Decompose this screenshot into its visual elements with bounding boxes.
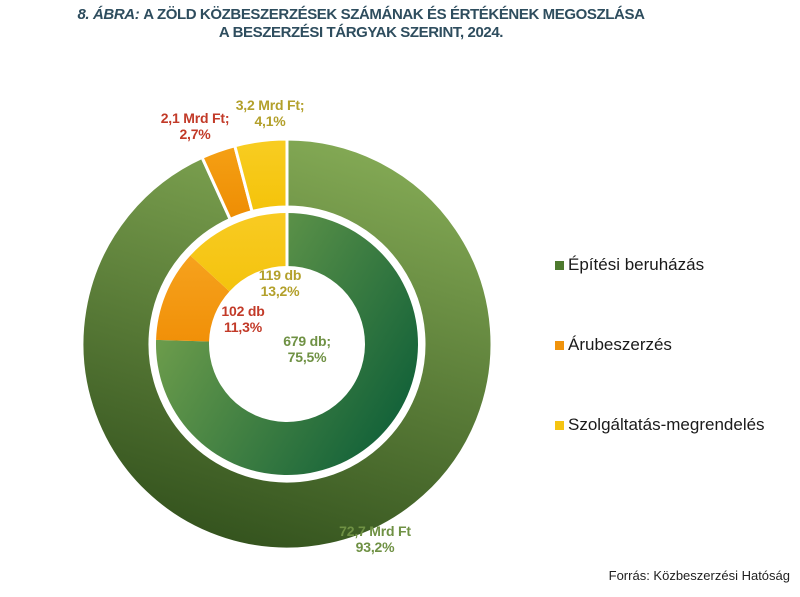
slice-outer-szolgaltatas-megrendeles (233, 137, 289, 214)
callout-value: 3,2 Mrd Ft; (235, 97, 305, 113)
legend-swatch-yellow (555, 420, 564, 430)
legend-item-arubeszerzes: Árubeszerzés (555, 336, 672, 354)
legend-swatch-orange (555, 340, 564, 350)
chart-title-prefix: 8. ÁBRA: (77, 6, 140, 23)
donut-chart (80, 137, 494, 551)
callout-outer-szolgaltatas: 3,2 Mrd Ft; 4,1% (236, 97, 305, 129)
callout-value: 72,7 Mrd Ft (339, 523, 411, 539)
callout-inner-arubeszerzes: 102 db 11,3% (221, 303, 264, 335)
callout-value: 102 db (221, 303, 265, 319)
callout-outer-epitesi: 72,7 Mrd Ft 93,2% (339, 523, 411, 555)
callout-outer-arubeszerzes: 2,1 Mrd Ft; 2,7% (161, 110, 230, 142)
slice-inner-szolgaltatas-megrendeles (190, 213, 287, 292)
source-note: Forrás: Közbeszerzési Hatóság (608, 568, 790, 583)
legend-label: Árubeszerzés (568, 335, 672, 354)
slice-inner-epitesi-beruhazas (155, 213, 418, 475)
slice-inner-arubeszerzes (156, 255, 230, 342)
legend-label: Építési beruházás (568, 255, 705, 274)
legend-item-szolgaltatas-megrendeles: Szolgáltatás-megrendelés (555, 416, 765, 434)
legend-swatch-green (555, 260, 564, 270)
chart-title: 8. ÁBRA: A ZÖLD KÖZBESZERZÉSEK SZÁMÁNAK É… (0, 6, 722, 42)
callout-percent: 4,1% (254, 113, 286, 129)
chart-title-line1-text: A ZÖLD KÖZBESZERZÉSEK SZÁMÁNAK ÉS ÉRTÉKÉ… (143, 6, 645, 23)
callout-inner-epitesi: 679 db; 75,5% (283, 333, 331, 365)
callout-percent: 75,5% (287, 349, 327, 365)
callout-value: 2,1 Mrd Ft; (160, 110, 230, 126)
callout-value: 119 db (258, 267, 302, 283)
callout-percent: 93,2% (355, 539, 395, 555)
chart-title-line2: A BESZERZÉSI TÁRGYAK SZERINT, 2024. (218, 24, 504, 41)
callout-percent: 2,7% (179, 126, 211, 142)
slice-outer-epitesi-beruhazas (80, 137, 494, 551)
chart-title-line1: 8. ÁBRA: A ZÖLD KÖZBESZERZÉSEK SZÁMÁNAK É… (0, 6, 722, 24)
callout-value: 679 db; (283, 333, 331, 349)
legend-label: Szolgáltatás-megrendelés (568, 415, 765, 434)
callout-inner-szolgaltatas: 119 db 13,2% (258, 267, 302, 299)
callout-percent: 11,3% (224, 319, 262, 335)
legend-item-epitesi-beruhazas: Építési beruházás (555, 256, 704, 274)
ring-separator (150, 207, 424, 481)
callout-percent: 13,2% (260, 283, 300, 299)
